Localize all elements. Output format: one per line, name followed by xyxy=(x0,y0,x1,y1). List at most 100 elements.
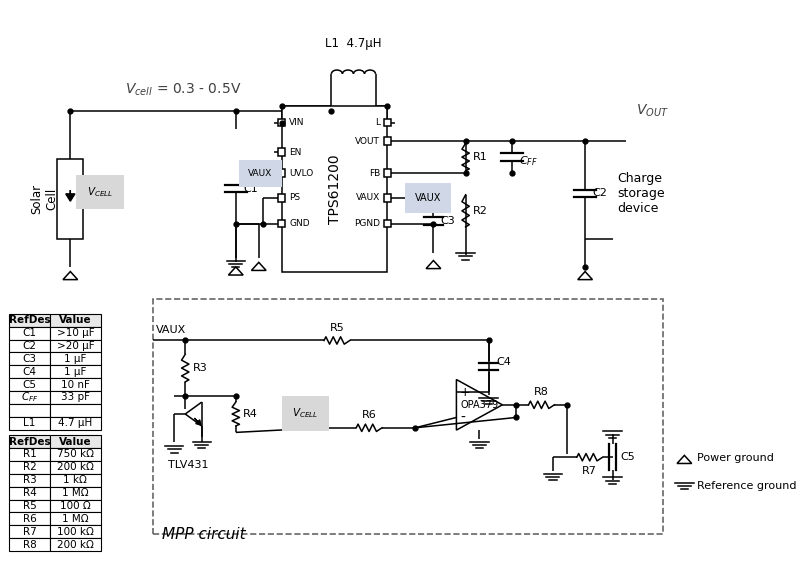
Text: VAUX: VAUX xyxy=(156,325,186,335)
Text: R2: R2 xyxy=(22,462,36,472)
Text: 1 μF: 1 μF xyxy=(64,354,87,364)
Bar xyxy=(277,194,285,202)
Bar xyxy=(50,417,100,429)
Text: R2: R2 xyxy=(472,206,488,216)
Text: R5: R5 xyxy=(329,323,344,333)
Bar xyxy=(50,327,100,339)
Text: UVLO: UVLO xyxy=(289,169,313,177)
Text: C4: C4 xyxy=(496,357,510,366)
Text: -: - xyxy=(460,410,464,424)
Text: R3: R3 xyxy=(192,363,207,373)
Text: 100 kΩ: 100 kΩ xyxy=(57,527,94,537)
Bar xyxy=(383,169,391,177)
Text: 33 pF: 33 pF xyxy=(61,392,90,402)
Text: 1 kΩ: 1 kΩ xyxy=(63,475,87,485)
Bar xyxy=(277,169,285,177)
Bar xyxy=(58,160,83,239)
Text: R6: R6 xyxy=(22,514,36,524)
Text: TPS61200: TPS61200 xyxy=(327,154,341,224)
Bar xyxy=(9,474,50,487)
Bar xyxy=(383,119,391,127)
Text: 750 kΩ: 750 kΩ xyxy=(57,450,94,460)
Text: OPA379: OPA379 xyxy=(460,400,498,410)
Bar xyxy=(50,487,100,499)
Bar xyxy=(50,378,100,391)
Text: C3: C3 xyxy=(440,216,455,226)
Bar xyxy=(282,106,387,272)
Text: R7: R7 xyxy=(581,466,597,476)
Text: 200 kΩ: 200 kΩ xyxy=(57,539,94,550)
Bar xyxy=(50,538,100,551)
Bar xyxy=(9,487,50,499)
Text: RefDes: RefDes xyxy=(9,436,51,447)
Text: L: L xyxy=(375,118,379,127)
Text: EN: EN xyxy=(289,147,301,157)
Text: $V_{CELL}$: $V_{CELL}$ xyxy=(292,407,318,420)
Text: C5: C5 xyxy=(22,380,36,390)
Bar xyxy=(50,353,100,365)
Bar xyxy=(50,474,100,487)
Bar xyxy=(277,119,285,127)
Text: C3: C3 xyxy=(22,354,36,364)
Bar xyxy=(50,365,100,378)
Bar xyxy=(9,339,50,353)
Bar xyxy=(50,391,100,404)
Bar xyxy=(9,353,50,365)
Text: VAUX: VAUX xyxy=(355,194,379,202)
Text: Value: Value xyxy=(59,436,91,447)
Text: GND: GND xyxy=(289,219,310,228)
Bar xyxy=(50,404,100,417)
Text: 4.7 μH: 4.7 μH xyxy=(59,418,92,428)
Text: PS: PS xyxy=(289,194,300,202)
Text: C4: C4 xyxy=(22,366,36,377)
Bar xyxy=(383,220,391,227)
Text: 10 nF: 10 nF xyxy=(61,380,90,390)
Text: $V_{OUT}$: $V_{OUT}$ xyxy=(635,102,668,119)
Text: Reference ground: Reference ground xyxy=(696,481,796,491)
Text: +: + xyxy=(460,386,470,399)
Text: C1: C1 xyxy=(22,328,36,338)
Text: C2: C2 xyxy=(22,341,36,351)
Text: 1 MΩ: 1 MΩ xyxy=(62,488,88,498)
FancyArrow shape xyxy=(66,190,75,201)
Bar xyxy=(9,365,50,378)
Bar xyxy=(277,220,285,227)
Bar xyxy=(50,461,100,474)
Text: $C_{FF}$: $C_{FF}$ xyxy=(518,154,537,168)
Text: Solar
Cell: Solar Cell xyxy=(30,184,59,214)
Text: R4: R4 xyxy=(22,488,36,498)
Text: R1: R1 xyxy=(472,152,487,162)
Bar xyxy=(50,448,100,461)
Bar xyxy=(50,435,100,448)
Bar xyxy=(9,391,50,404)
Text: VOUT: VOUT xyxy=(354,136,379,146)
Text: R1: R1 xyxy=(22,450,36,460)
Text: L1: L1 xyxy=(23,418,35,428)
Text: Value: Value xyxy=(59,315,91,325)
Bar xyxy=(9,417,50,429)
Text: >20 μF: >20 μF xyxy=(56,341,94,351)
Bar xyxy=(50,314,100,327)
Text: C5: C5 xyxy=(619,452,634,462)
Bar xyxy=(50,499,100,512)
Bar xyxy=(50,512,100,525)
Bar xyxy=(9,435,50,448)
Bar xyxy=(9,538,50,551)
Text: 100 Ω: 100 Ω xyxy=(60,501,91,511)
Text: MPP circuit: MPP circuit xyxy=(162,527,245,542)
Text: R8: R8 xyxy=(533,387,549,398)
Bar xyxy=(9,404,50,417)
Bar xyxy=(277,149,285,155)
Text: >10 μF: >10 μF xyxy=(56,328,94,338)
Text: $C_{FF}$: $C_{FF}$ xyxy=(21,391,38,405)
Text: PGND: PGND xyxy=(354,219,379,228)
Bar xyxy=(9,314,50,327)
Bar xyxy=(383,194,391,202)
Text: R3: R3 xyxy=(22,475,36,485)
Bar xyxy=(50,525,100,538)
Text: R6: R6 xyxy=(361,410,376,420)
Bar xyxy=(9,327,50,339)
Text: C2: C2 xyxy=(592,188,606,198)
Bar xyxy=(153,299,662,535)
Text: VAUX: VAUX xyxy=(248,169,272,177)
